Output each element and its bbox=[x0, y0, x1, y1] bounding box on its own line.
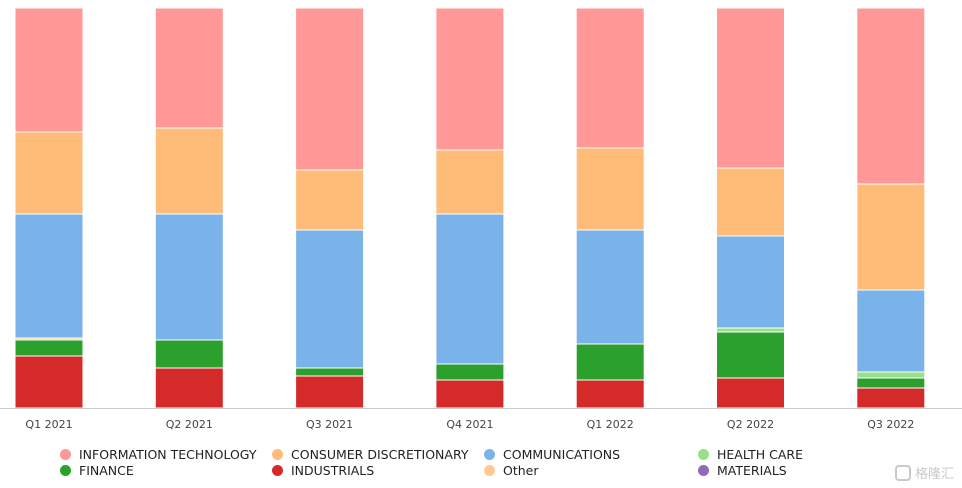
x-tick-label: Q2 2022 bbox=[727, 418, 774, 431]
bar-segment-industrials-q3-2022 bbox=[856, 387, 926, 409]
bar-segment-consumer-discretionary-q4-2021 bbox=[435, 149, 505, 215]
bar-segment-finance-q1-2022 bbox=[575, 343, 645, 381]
bar-segment-finance-q3-2021 bbox=[295, 367, 365, 377]
legend-item-communications[interactable]: COMMUNICATIONS bbox=[484, 447, 620, 462]
legend-swatch-icon bbox=[698, 449, 709, 460]
watermark-text: 格隆汇 bbox=[914, 467, 954, 482]
bar-segment-industrials-q4-2021 bbox=[435, 379, 505, 409]
legend-label: Other bbox=[503, 463, 539, 478]
bar-segment-information-technology-q2-2021 bbox=[154, 7, 224, 129]
bar-segment-communications-q1-2022 bbox=[575, 229, 645, 345]
legend-swatch-icon bbox=[484, 449, 495, 460]
bar-segment-consumer-discretionary-q1-2022 bbox=[575, 147, 645, 231]
legend-item-information-technology[interactable]: INFORMATION TECHNOLOGY bbox=[60, 447, 257, 462]
bar-segment-communications-q3-2022 bbox=[856, 289, 926, 373]
bar-segment-consumer-discretionary-q3-2022 bbox=[856, 183, 926, 291]
legend-swatch-icon bbox=[484, 465, 495, 476]
bar-segment-finance-q2-2021 bbox=[154, 339, 224, 369]
legend-label: INFORMATION TECHNOLOGY bbox=[79, 447, 257, 462]
bar-segment-information-technology-q3-2022 bbox=[856, 7, 926, 185]
bar-segment-finance-q2-2022 bbox=[716, 331, 785, 379]
bar-segment-information-technology-q4-2021 bbox=[435, 7, 505, 151]
legend-swatch-icon bbox=[60, 465, 71, 476]
bar-segment-consumer-discretionary-q1-2021 bbox=[14, 131, 84, 215]
bar-segment-consumer-discretionary-q2-2021 bbox=[154, 127, 224, 215]
legend-item-health-care[interactable]: HEALTH CARE bbox=[698, 447, 803, 462]
bar-segment-communications-q3-2021 bbox=[295, 229, 365, 369]
bar-segment-industrials-q3-2021 bbox=[295, 375, 365, 409]
x-tick-label: Q2 2021 bbox=[166, 418, 213, 431]
x-tick-labels: Q1 2021 Q2 2021 Q3 2021 Q4 2021 Q1 2022 Q2 20… bbox=[25, 418, 914, 431]
legend-swatch-icon bbox=[698, 465, 709, 476]
bar-segment-communications-q2-2022 bbox=[716, 235, 785, 329]
legend-swatch-icon bbox=[272, 465, 283, 476]
bar-segment-consumer-discretionary-q2-2022 bbox=[716, 167, 785, 237]
bar-segment-health-care-q2-2022 bbox=[716, 327, 785, 333]
bar-segment-communications-q2-2021 bbox=[154, 213, 224, 341]
bar-segment-industrials-q1-2022 bbox=[575, 379, 645, 409]
x-tick-label: Q3 2021 bbox=[306, 418, 353, 431]
bar-segment-information-technology-q2-2022 bbox=[716, 7, 785, 169]
legend-swatch-icon bbox=[60, 449, 71, 460]
bar-segment-finance-q3-2022 bbox=[856, 377, 926, 389]
legend-label: MATERIALS bbox=[717, 463, 787, 478]
legend-item-industrials[interactable]: INDUSTRIALS bbox=[272, 463, 374, 478]
legend-item-other[interactable]: Other bbox=[484, 463, 539, 478]
bar-segment-information-technology-q1-2022 bbox=[575, 7, 645, 149]
watermark: 格隆汇 bbox=[894, 463, 954, 482]
bar-segment-finance-q4-2021 bbox=[435, 363, 505, 381]
x-tick-label: Q1 2022 bbox=[587, 418, 634, 431]
legend-label: COMMUNICATIONS bbox=[503, 447, 621, 462]
legend-item-finance[interactable]: FINANCE bbox=[60, 463, 134, 478]
legend-label: FINANCE bbox=[79, 463, 134, 478]
bar-segment-information-technology-q3-2021 bbox=[295, 7, 365, 171]
bar-segment-communications-q4-2021 bbox=[435, 213, 505, 365]
bar-segment-consumer-discretionary-q3-2021 bbox=[295, 169, 365, 231]
legend-item-materials[interactable]: MATERIALS bbox=[698, 463, 787, 478]
x-tick-label: Q1 2021 bbox=[25, 418, 72, 431]
bar-segment-communications-q1-2021 bbox=[14, 213, 84, 339]
bar-segment-finance-q1-2021 bbox=[14, 339, 84, 357]
bars-group bbox=[14, 7, 926, 409]
watermark-logo-icon bbox=[894, 464, 911, 481]
legend-swatch-icon bbox=[272, 449, 283, 460]
bar-segment-industrials-q2-2021 bbox=[154, 367, 224, 409]
legend-label: INDUSTRIALS bbox=[291, 463, 375, 478]
bar-segment-industrials-q2-2022 bbox=[716, 377, 785, 409]
legend-label: HEALTH CARE bbox=[717, 447, 803, 462]
x-tick-label: Q3 2022 bbox=[867, 418, 914, 431]
bar-segment-information-technology-q1-2021 bbox=[14, 7, 84, 133]
legend-item-consumer-discretionary[interactable]: CONSUMER DISCRETIONARY bbox=[272, 447, 468, 462]
legend-label: CONSUMER DISCRETIONARY bbox=[291, 447, 469, 462]
x-tick-label: Q4 2021 bbox=[446, 418, 493, 431]
bar-segment-industrials-q1-2021 bbox=[14, 355, 84, 409]
bar-segment-health-care-q3-2022 bbox=[856, 371, 926, 379]
stacked-bar-chart: Q1 2021 Q2 2021 Q3 2021 Q4 2021 Q1 2022 Q2 20… bbox=[0, 7, 962, 431]
